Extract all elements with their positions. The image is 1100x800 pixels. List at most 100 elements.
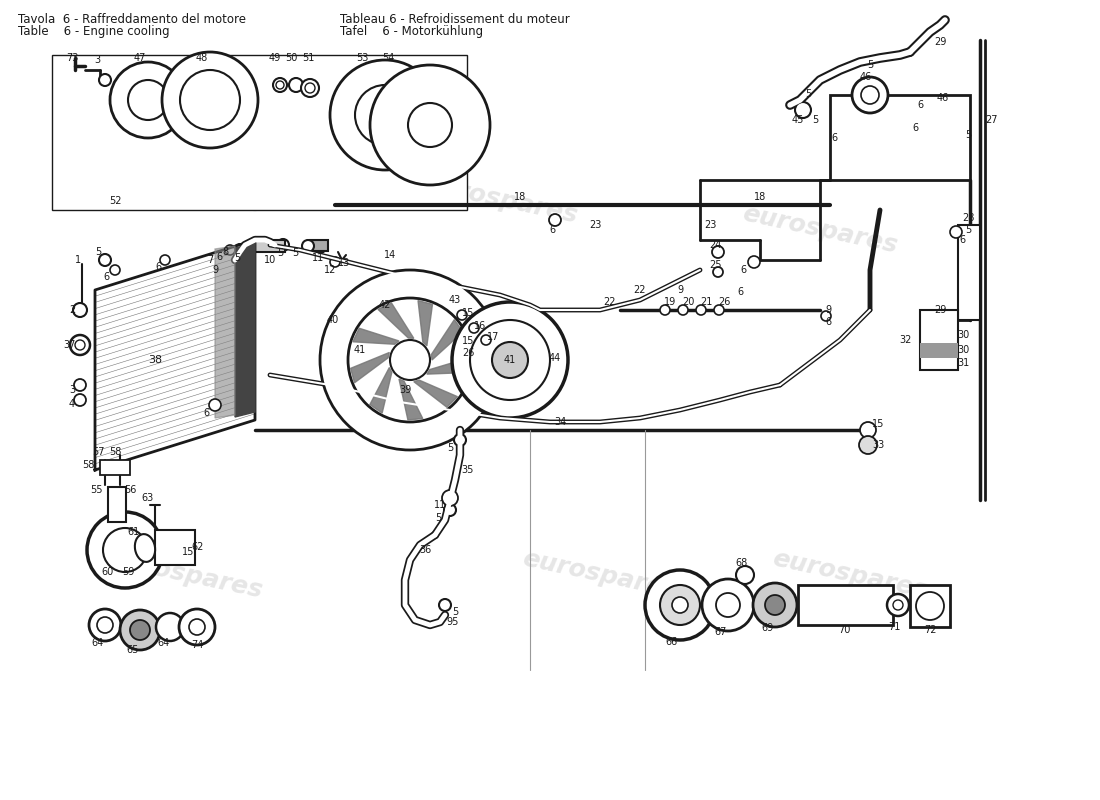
Circle shape [408,103,452,147]
Circle shape [209,399,221,411]
Text: 42: 42 [378,300,392,310]
Text: eurospares: eurospares [740,202,900,258]
Circle shape [97,617,113,633]
Text: Tavola  6 - Raffreddamento del motore: Tavola 6 - Raffreddamento del motore [18,13,246,26]
Text: 18: 18 [754,192,766,202]
Circle shape [444,504,456,516]
Polygon shape [353,328,399,344]
Circle shape [301,79,319,97]
Text: 60: 60 [102,567,114,577]
Polygon shape [370,367,392,413]
Circle shape [103,528,147,572]
Text: 51: 51 [301,53,315,63]
Circle shape [302,240,313,252]
Circle shape [861,86,879,104]
Text: 29: 29 [934,37,946,47]
Circle shape [859,436,877,454]
Circle shape [162,52,258,148]
Polygon shape [414,142,432,183]
Polygon shape [418,301,432,346]
Text: 40: 40 [327,315,339,325]
Text: 5: 5 [867,60,873,70]
Circle shape [481,335,491,345]
Text: 68: 68 [736,558,748,568]
Text: 22: 22 [634,285,647,295]
Text: 43: 43 [449,295,461,305]
Text: 6: 6 [959,235,965,245]
Circle shape [320,270,500,450]
Text: Tableau 6 - Refroidissement du moteur: Tableau 6 - Refroidissement du moteur [340,13,570,26]
Text: 11: 11 [433,500,447,510]
Circle shape [348,298,472,422]
Polygon shape [378,303,414,338]
Circle shape [660,305,670,315]
Text: 16: 16 [474,321,486,331]
Polygon shape [372,109,414,127]
Text: 8: 8 [222,247,228,257]
Polygon shape [452,82,481,125]
Text: 44: 44 [549,353,561,363]
Circle shape [916,592,944,620]
Text: 41: 41 [354,345,366,355]
Text: 41: 41 [504,355,516,365]
Circle shape [330,257,340,267]
Circle shape [130,620,150,640]
Circle shape [920,112,929,122]
Text: 59: 59 [122,567,134,577]
Circle shape [120,610,160,650]
Bar [830,95,970,180]
Text: 25: 25 [708,260,722,270]
Text: 11: 11 [312,253,324,263]
Circle shape [492,342,528,378]
Circle shape [370,65,490,185]
Circle shape [736,566,754,584]
Circle shape [645,570,715,640]
Text: 26: 26 [462,348,474,358]
Text: 56: 56 [124,485,136,495]
Circle shape [927,102,962,138]
Text: 5: 5 [277,248,283,258]
Polygon shape [387,74,430,103]
Bar [920,343,958,358]
Polygon shape [399,379,422,420]
Text: 62: 62 [191,542,205,552]
Circle shape [74,379,86,391]
Text: 3: 3 [94,55,100,65]
Circle shape [893,600,903,610]
Circle shape [276,81,284,89]
Text: 5: 5 [965,130,971,140]
Text: 49: 49 [268,53,282,63]
Circle shape [330,60,440,170]
Text: 46: 46 [860,72,872,82]
Circle shape [87,512,163,588]
Text: 38: 38 [147,355,162,365]
Text: eurospares: eurospares [106,162,265,218]
Text: 72: 72 [924,625,936,635]
Text: 37: 37 [64,340,76,350]
Bar [310,240,328,251]
Text: 4: 4 [69,399,75,409]
Polygon shape [447,122,488,142]
Circle shape [189,619,205,635]
Text: 33: 33 [872,440,884,450]
Bar [100,460,130,475]
Text: 47: 47 [134,53,146,63]
Text: 5: 5 [805,89,811,99]
Circle shape [355,85,415,145]
Text: 45: 45 [792,115,804,125]
Circle shape [110,265,120,275]
Circle shape [277,239,289,251]
Circle shape [713,267,723,277]
Text: 66: 66 [666,637,678,647]
Text: 31: 31 [957,358,969,368]
Circle shape [289,78,302,92]
Circle shape [821,311,830,321]
Polygon shape [95,240,255,470]
Text: 34: 34 [554,417,566,427]
Circle shape [160,255,170,265]
Text: 61: 61 [126,527,139,537]
Circle shape [852,77,888,113]
Circle shape [887,594,909,616]
Text: 54: 54 [382,53,394,63]
Text: 6: 6 [103,272,109,282]
